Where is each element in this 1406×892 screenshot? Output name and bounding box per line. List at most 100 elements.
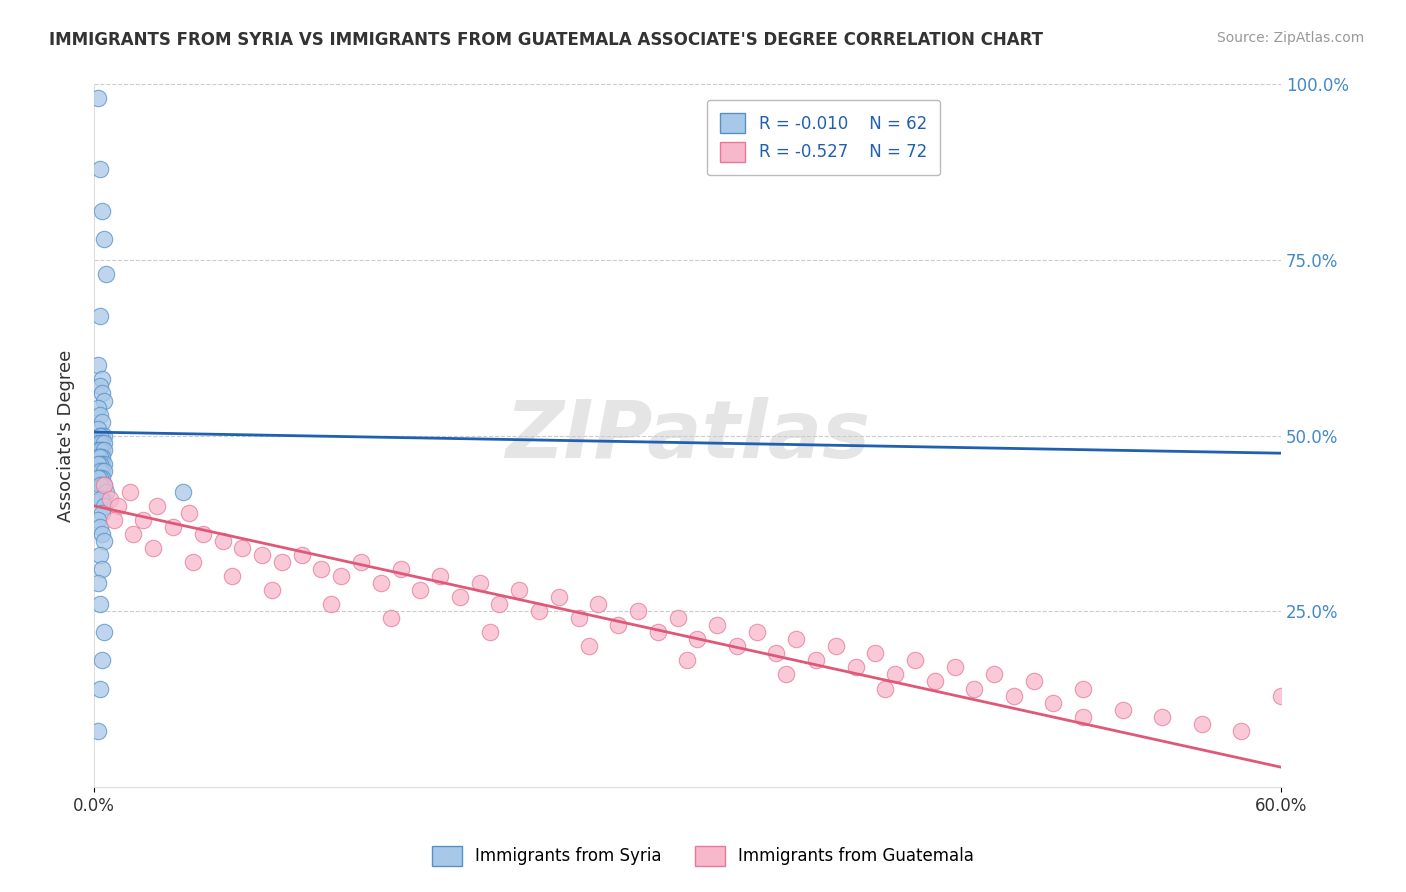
- Point: [93, 478, 115, 492]
- Point: [89, 428, 111, 442]
- Point: [676, 653, 699, 667]
- Point: [1071, 681, 1094, 696]
- Point: [90, 653, 112, 667]
- Point: [93, 393, 115, 408]
- Point: [547, 590, 569, 604]
- Point: [488, 597, 510, 611]
- Point: [568, 611, 591, 625]
- Point: [89, 471, 111, 485]
- Point: [627, 604, 650, 618]
- Point: [98, 491, 121, 506]
- Text: ZIPatlas: ZIPatlas: [505, 397, 870, 475]
- Point: [89, 478, 111, 492]
- Point: [291, 548, 314, 562]
- Point: [89, 310, 111, 324]
- Point: [87, 513, 110, 527]
- Point: [775, 667, 797, 681]
- Point: [87, 359, 110, 373]
- Point: [89, 548, 111, 562]
- Point: [824, 640, 846, 654]
- Point: [89, 379, 111, 393]
- Point: [172, 484, 194, 499]
- Text: IMMIGRANTS FROM SYRIA VS IMMIGRANTS FROM GUATEMALA ASSOCIATE'S DEGREE CORRELATIO: IMMIGRANTS FROM SYRIA VS IMMIGRANTS FROM…: [49, 31, 1043, 49]
- Point: [706, 618, 728, 632]
- Point: [745, 625, 768, 640]
- Point: [89, 464, 111, 478]
- Point: [963, 681, 986, 696]
- Point: [1002, 689, 1025, 703]
- Point: [93, 478, 115, 492]
- Point: [1071, 709, 1094, 723]
- Point: [647, 625, 669, 640]
- Point: [884, 667, 907, 681]
- Point: [588, 597, 610, 611]
- Point: [389, 562, 412, 576]
- Point: [89, 597, 111, 611]
- Point: [90, 471, 112, 485]
- Point: [370, 576, 392, 591]
- Point: [87, 723, 110, 738]
- Point: [350, 555, 373, 569]
- Point: [87, 450, 110, 464]
- Point: [87, 457, 110, 471]
- Point: [527, 604, 550, 618]
- Point: [87, 471, 110, 485]
- Point: [943, 660, 966, 674]
- Point: [191, 527, 214, 541]
- Point: [93, 534, 115, 549]
- Point: [1152, 709, 1174, 723]
- Point: [380, 611, 402, 625]
- Point: [93, 457, 115, 471]
- Point: [90, 442, 112, 457]
- Point: [87, 442, 110, 457]
- Point: [983, 667, 1005, 681]
- Point: [90, 506, 112, 520]
- Point: [765, 646, 787, 660]
- Point: [90, 464, 112, 478]
- Point: [478, 625, 501, 640]
- Point: [90, 428, 112, 442]
- Point: [87, 435, 110, 450]
- Point: [94, 267, 117, 281]
- Point: [107, 499, 129, 513]
- Legend: Immigrants from Syria, Immigrants from Guatemala: Immigrants from Syria, Immigrants from G…: [419, 832, 987, 880]
- Point: [725, 640, 748, 654]
- Point: [89, 428, 111, 442]
- Point: [93, 428, 115, 442]
- Point: [87, 576, 110, 591]
- Point: [87, 422, 110, 436]
- Point: [90, 415, 112, 429]
- Point: [865, 646, 887, 660]
- Y-axis label: Associate's Degree: Associate's Degree: [58, 350, 75, 522]
- Point: [90, 562, 112, 576]
- Point: [122, 527, 145, 541]
- Point: [260, 583, 283, 598]
- Point: [1022, 674, 1045, 689]
- Point: [162, 520, 184, 534]
- Point: [177, 506, 200, 520]
- Point: [89, 491, 111, 506]
- Point: [93, 232, 115, 246]
- Point: [89, 435, 111, 450]
- Point: [90, 203, 112, 218]
- Point: [90, 450, 112, 464]
- Point: [89, 450, 111, 464]
- Point: [87, 91, 110, 105]
- Text: Source: ZipAtlas.com: Source: ZipAtlas.com: [1216, 31, 1364, 45]
- Point: [508, 583, 530, 598]
- Point: [904, 653, 927, 667]
- Point: [211, 534, 233, 549]
- Point: [90, 491, 112, 506]
- Point: [90, 478, 112, 492]
- Point: [311, 562, 333, 576]
- Point: [90, 386, 112, 401]
- Point: [89, 161, 111, 176]
- Point: [686, 632, 709, 647]
- Point: [89, 681, 111, 696]
- Point: [231, 541, 253, 555]
- Point: [94, 484, 117, 499]
- Point: [93, 499, 115, 513]
- Point: [146, 499, 169, 513]
- Point: [103, 513, 125, 527]
- Point: [181, 555, 204, 569]
